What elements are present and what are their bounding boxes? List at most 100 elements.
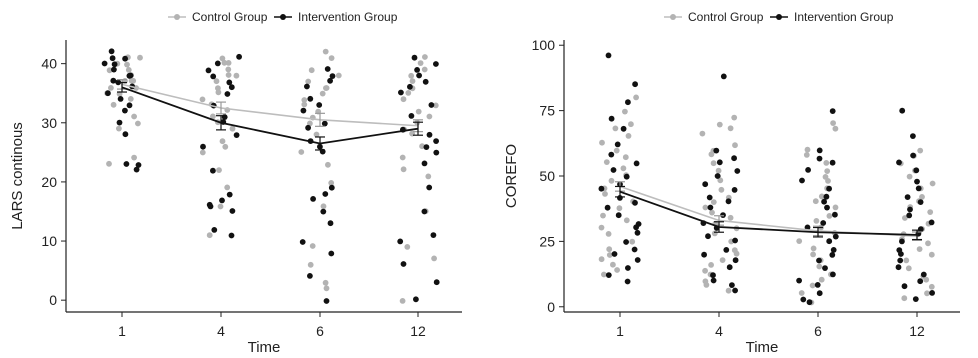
intervention-point [912,296,919,302]
intervention-point [898,251,904,257]
control-point [798,290,805,296]
control-point [702,267,708,274]
y-tick-label: 0 [547,299,555,315]
intervention-point [614,141,621,148]
intervention-point [899,238,905,245]
intervention-point [109,55,116,62]
intervention-point [111,66,117,73]
control-point [233,72,240,79]
x-tick-label: 6 [814,323,822,339]
intervention-point [610,167,617,173]
control-point [131,113,138,120]
intervention-point [723,247,730,253]
intervention-point [917,278,924,285]
control-point [717,177,724,184]
intervention-point [701,251,707,258]
control-point [928,283,935,290]
control-point [622,154,629,161]
control-point [219,55,226,62]
intervention-point [814,282,821,288]
intervention-point [895,264,902,271]
control-point [727,214,734,221]
intervention-point [633,160,640,167]
intervention-point [608,151,615,158]
intervention-point [111,61,118,68]
intervention-point [800,296,807,303]
y-tick-label: 40 [41,56,57,72]
x-axis-title: Time [248,339,281,356]
control-point [830,120,836,126]
control-point [108,85,114,91]
intervention-point [830,247,837,253]
control-point [322,279,329,286]
control-point [335,72,342,79]
control-point [419,143,425,150]
control-point [702,204,709,211]
intervention-point [307,95,314,102]
control-point [404,244,411,250]
control-point [825,178,831,184]
control-point [305,78,312,85]
control-point [608,177,615,184]
intervention-point [108,48,115,55]
control-point [925,240,931,247]
control-point [622,108,628,115]
control-point [307,261,314,268]
control-point [598,256,605,263]
intervention-point [796,277,802,284]
intervention-point [806,299,813,306]
control-point [919,194,925,200]
legend-marker [280,14,286,20]
control-point [199,149,206,156]
intervention-point [413,296,419,303]
intervention-mean-line [619,190,918,236]
intervention-point [910,152,916,159]
control-point [901,295,908,302]
intervention-point [624,278,631,285]
intervention-point [914,178,920,185]
x-tick-label: 4 [217,323,225,339]
control-point [616,205,623,212]
intervention-point [896,159,902,166]
control-point [923,276,930,283]
control-point [106,160,112,167]
intervention-point [117,96,124,102]
control-point [426,113,433,120]
control-point [301,97,308,103]
intervention-point [799,177,805,184]
control-point [307,120,313,127]
intervention-point [917,199,924,206]
control-point [719,257,726,263]
y-tick-label: 75 [539,103,555,119]
control-point [816,263,823,270]
control-point [400,96,407,103]
control-point [718,186,725,193]
intervention-point [433,149,440,156]
control-mean-line [619,185,918,237]
control-point [708,151,715,158]
intervention-point [228,84,235,91]
y-tick-label: 20 [41,174,57,190]
x-tick-label: 4 [715,323,723,339]
intervention-point [604,204,611,211]
control-point [399,298,406,304]
intervention-point [605,52,612,59]
intervention-point [608,115,615,122]
control-point [711,230,718,237]
control-point [813,218,820,224]
control-point [610,261,616,268]
control-point [199,96,206,103]
legend-label: Control Group [192,10,268,24]
control-point [225,60,232,66]
control-point [417,60,424,66]
control-point [917,147,924,154]
intervention-point [321,120,328,127]
intervention-point [324,66,331,72]
intervention-point [720,212,726,219]
intervention-point [899,107,906,114]
control-point [210,113,216,120]
intervention-point [310,196,316,202]
control-point [422,54,428,60]
control-point [106,67,113,74]
control-point [732,142,738,149]
